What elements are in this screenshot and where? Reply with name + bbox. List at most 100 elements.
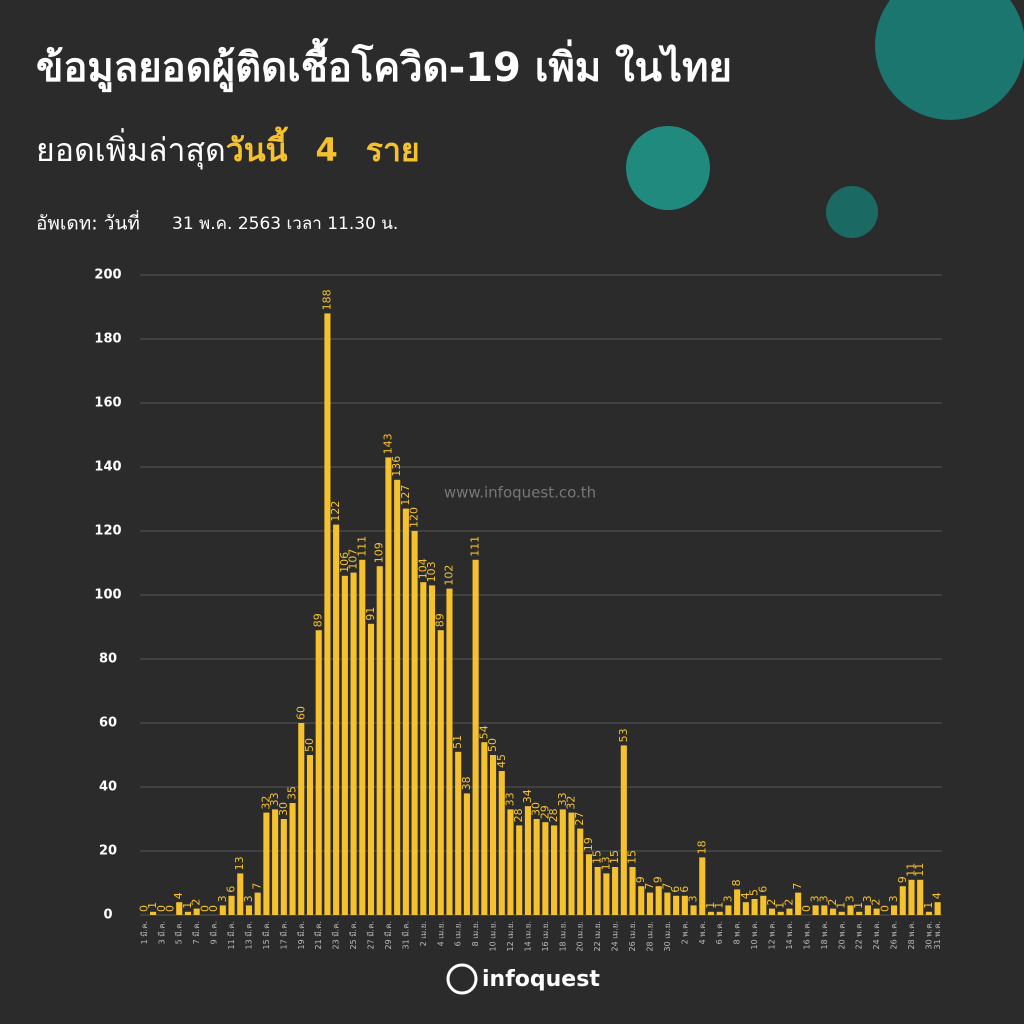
bar <box>350 572 357 915</box>
bar <box>481 742 488 915</box>
bar <box>664 892 671 915</box>
x-tick-label: 1 มี.ค. <box>140 921 149 944</box>
x-tick-label: 30 เม.ย. <box>663 921 672 952</box>
bar <box>263 812 270 915</box>
data-label: 3 <box>242 895 255 902</box>
x-tick-label: 21 มี.ค. <box>314 921 323 949</box>
bar <box>629 867 636 915</box>
bar <box>847 905 854 915</box>
bar <box>446 588 453 915</box>
bar <box>472 559 479 915</box>
data-label: 122 <box>329 501 342 522</box>
data-label: 9 <box>652 876 665 883</box>
bar <box>150 911 157 915</box>
bar <box>725 905 732 915</box>
data-label: 50 <box>303 738 316 752</box>
data-label: 32 <box>259 796 272 810</box>
bar <box>864 905 871 915</box>
y-tick-label: 120 <box>94 524 121 539</box>
bar <box>638 886 645 915</box>
data-label: 7 <box>643 883 656 890</box>
data-label: 15 <box>608 850 621 864</box>
data-label: 5 <box>748 889 761 896</box>
data-label: 106 <box>338 552 351 573</box>
data-label: 2 <box>765 899 778 906</box>
data-label: 2 <box>782 899 795 906</box>
data-label: 3 <box>216 895 229 902</box>
x-tick-label: 4 พ.ค. <box>698 921 707 944</box>
bar <box>707 911 715 915</box>
data-label: 0 <box>800 905 813 912</box>
data-label: 1 <box>922 902 935 909</box>
data-label: 11 <box>904 863 917 877</box>
bar <box>228 895 235 915</box>
bar <box>594 867 601 915</box>
y-tick-label: 140 <box>94 460 121 475</box>
bar <box>568 812 575 915</box>
x-tick-label: 28 เม.ย. <box>645 921 654 952</box>
bar <box>245 905 253 915</box>
bar <box>873 908 880 915</box>
y-tick-label: 20 <box>99 844 117 859</box>
x-tick-label: 2 พ.ค. <box>680 921 689 944</box>
bar <box>376 566 383 915</box>
x-tick-label: 16 พ.ค. <box>802 921 811 949</box>
y-tick-label: 0 <box>103 908 112 923</box>
bar <box>367 623 375 915</box>
data-label: 1 <box>835 902 848 909</box>
x-tick-label: 14 พ.ค. <box>785 921 794 949</box>
x-tick-label: 26 เม.ย. <box>628 921 637 952</box>
data-label: 3 <box>817 895 830 902</box>
bar <box>856 911 863 915</box>
bar <box>176 902 183 915</box>
x-tick-label: 25 มี.ค. <box>349 921 358 949</box>
x-tick-label: 24 พ.ค. <box>872 921 881 949</box>
data-label: 111 <box>469 536 482 557</box>
bar <box>577 828 584 915</box>
bar <box>716 911 723 915</box>
logo-icon <box>446 963 478 995</box>
data-label: 89 <box>434 613 447 627</box>
data-label: 3 <box>809 895 822 902</box>
data-label: 1 <box>181 902 194 909</box>
bar <box>699 857 706 915</box>
bar <box>237 873 244 915</box>
bar <box>559 809 566 915</box>
bar <box>821 905 828 915</box>
x-tick-label: 20 พ.ค. <box>837 921 846 949</box>
data-label: 143 <box>381 433 394 454</box>
data-label: 51 <box>451 735 464 749</box>
data-label: 107 <box>347 549 360 570</box>
data-label: 104 <box>416 558 429 579</box>
data-label: 4 <box>931 892 944 899</box>
x-tick-label: 16 เม.ย. <box>541 921 550 952</box>
bar <box>908 879 915 915</box>
bar <box>760 895 767 915</box>
x-tick-label: 18 พ.ค. <box>820 921 829 949</box>
bar <box>280 819 287 915</box>
x-tick-label: 31 พ.ค. <box>933 921 942 949</box>
x-tick-label: 12 เม.ย. <box>506 921 515 952</box>
bar <box>899 886 906 915</box>
bar <box>420 582 427 915</box>
bar <box>777 911 784 915</box>
data-label: 4 <box>172 892 185 899</box>
subtitle-today: วันนี้ <box>226 126 289 169</box>
bar <box>786 908 793 915</box>
data-label: 0 <box>137 905 150 912</box>
bar <box>490 755 497 915</box>
x-tick-label: 26 พ.ค. <box>890 921 899 949</box>
bar <box>411 531 418 915</box>
bar <box>507 809 514 915</box>
data-label: 50 <box>486 738 499 752</box>
bar <box>184 911 191 915</box>
subtitle-text: ยอดเพิ่มล่าสุด <box>36 128 226 170</box>
bar <box>289 803 296 915</box>
bar <box>254 892 261 915</box>
bar <box>298 723 305 915</box>
x-tick-label: 31 มี.ค. <box>401 921 410 949</box>
bar <box>585 854 592 915</box>
data-label: 33 <box>268 792 281 806</box>
bar <box>533 819 540 915</box>
